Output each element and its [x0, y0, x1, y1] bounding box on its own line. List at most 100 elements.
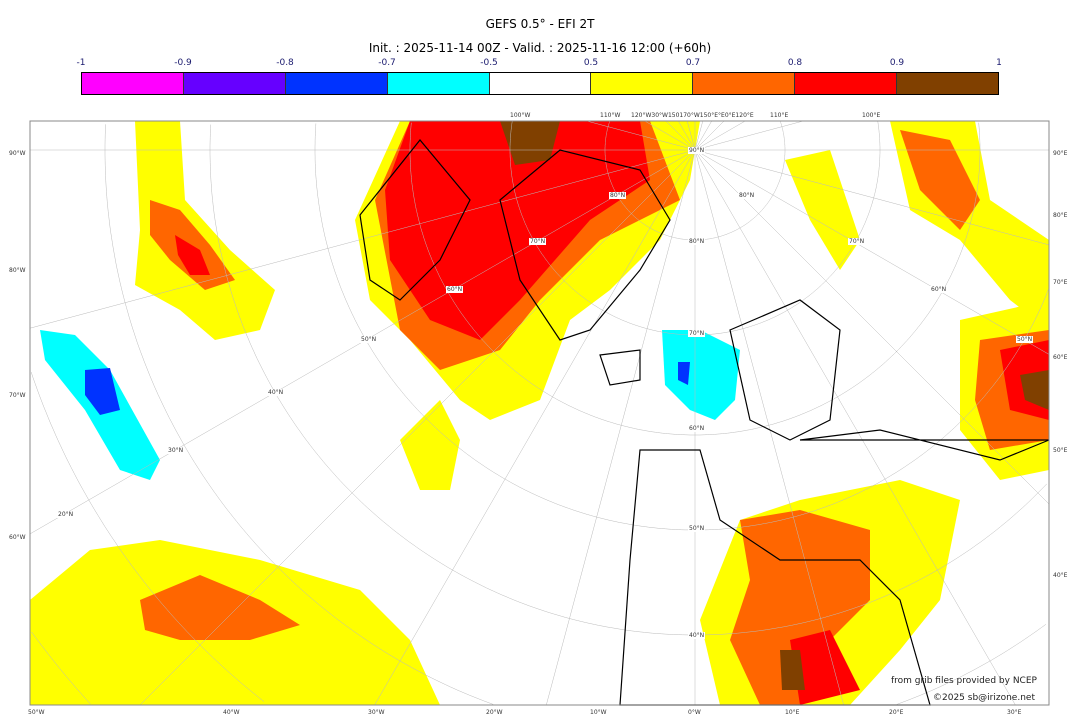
colorbar-tick: -0.5 [480, 58, 498, 68]
graticule-label: 40°W [223, 709, 240, 716]
graticule-label: 80°N [688, 238, 706, 245]
coastline [599, 349, 641, 386]
meridian-line [374, 149, 696, 706]
efi-region [1020, 370, 1049, 410]
graticule-label: 80°N [609, 192, 627, 199]
colorbar-swatch [591, 73, 694, 94]
parallel-line [31, 631, 91, 705]
graticule-label: 20°W [486, 709, 503, 716]
coastline [619, 449, 931, 706]
coastline [499, 149, 671, 341]
parallel-line [314, 123, 1049, 531]
graticule-label: 70°N [688, 330, 706, 337]
graticule-label: 40°E [1053, 572, 1068, 579]
meridian-line [139, 149, 696, 706]
colorbar-tick: -0.9 [174, 58, 192, 68]
meridian-line [694, 120, 725, 151]
efi-region [678, 362, 690, 385]
graticule-label: 90°W [9, 150, 26, 157]
coastline [359, 139, 471, 301]
colorbar-swatch [795, 73, 898, 94]
graticule-label: 40°N [688, 632, 706, 639]
graticule-label: 90°N [688, 147, 706, 154]
efi-region [175, 235, 210, 275]
colorbar-tick: 0.9 [889, 58, 905, 68]
graticule-label: 60°N [930, 286, 948, 293]
graticule-label: 30°N [167, 447, 185, 454]
colorbar-swatch [489, 73, 592, 94]
efi-region [385, 121, 650, 340]
graticule-label: 70°W [9, 392, 26, 399]
efi-region [780, 650, 805, 690]
map-title: GEFS 0.5° - EFI 2T [485, 17, 595, 31]
meridian-line [694, 149, 1050, 355]
graticule-label: 70°N [848, 238, 866, 245]
graticule-label: 70°N [529, 238, 547, 245]
meridian-line [694, 120, 804, 151]
efi-region [900, 130, 980, 230]
colorbar-tick: 0.7 [685, 58, 701, 68]
meridian-line [694, 120, 746, 151]
efi-region [85, 368, 120, 415]
graticule-label: 0°W [688, 709, 701, 716]
parallel-line [104, 124, 1047, 705]
efi-region [730, 510, 870, 705]
graticule-label: 60°N [446, 286, 464, 293]
source-credit: from grib files provided by NCEP [891, 676, 1037, 686]
map-frame [29, 120, 1050, 706]
graticule-label: 50°N [688, 525, 706, 532]
map-subtitle: Init. : 2025-11-14 00Z - Valid. : 2025-1… [368, 41, 712, 55]
graticule-label: 30°E [1007, 709, 1022, 716]
graticule-label: 10°E [785, 709, 800, 716]
colorbar [81, 72, 999, 95]
graticule-label: 50°W [28, 709, 45, 716]
colorbar-tick: -0.8 [276, 58, 294, 68]
parallel-line [509, 121, 881, 336]
graticule-label: 90°E [1053, 150, 1068, 157]
efi-region [790, 630, 860, 705]
graticule-label: 70°E [1053, 279, 1068, 286]
meridian-line [686, 120, 696, 151]
meridian-line [678, 120, 696, 151]
colorbar-tick: 0.5 [583, 58, 599, 68]
colorbar-swatch [387, 73, 490, 94]
graticule-label: 110°W [600, 112, 621, 119]
meridian-line [644, 120, 696, 151]
colorbar-swatch [82, 73, 184, 94]
meridian-line [694, 149, 844, 706]
meridian-line [586, 120, 696, 151]
graticule-label: 50°E [1053, 447, 1068, 454]
graticule-label: 60°N [688, 425, 706, 432]
graticule-label: 60°E [1053, 354, 1068, 361]
graticule-label: 100°E [862, 112, 881, 119]
colorbar-tick: 1 [996, 58, 1002, 68]
parallel-line [209, 124, 1047, 636]
parallel-line [409, 122, 981, 436]
efi-region [150, 200, 235, 290]
colorbar-swatch [897, 73, 999, 94]
colorbar-swatch [285, 73, 388, 94]
meridian-line [29, 149, 696, 329]
colorbar-swatch [693, 73, 796, 94]
meridian-line [546, 149, 696, 706]
graticule-label: 10°W [590, 709, 607, 716]
colorbar-tick: -1 [76, 58, 86, 68]
colorbar-tick: 0.8 [787, 58, 803, 68]
colorbar-swatch [183, 73, 286, 94]
graticule-label: 30°W [368, 709, 385, 716]
graticule-label: 100°W [510, 112, 531, 119]
efi-region [500, 121, 560, 165]
graticule-label: 80°N [738, 192, 756, 199]
graticule-label: 20°E [889, 709, 904, 716]
graticule-label: 50°N [1016, 336, 1034, 343]
graticule-label: 20°N [57, 511, 75, 518]
meridian-line [694, 149, 1050, 246]
efi-region [400, 400, 460, 490]
meridian-line [694, 149, 1050, 505]
meridian-line [694, 120, 704, 151]
coastline [729, 299, 841, 441]
graticule-label: 80°W [9, 267, 26, 274]
parallel-line [604, 121, 786, 241]
graticule-label: 50°N [360, 336, 378, 343]
